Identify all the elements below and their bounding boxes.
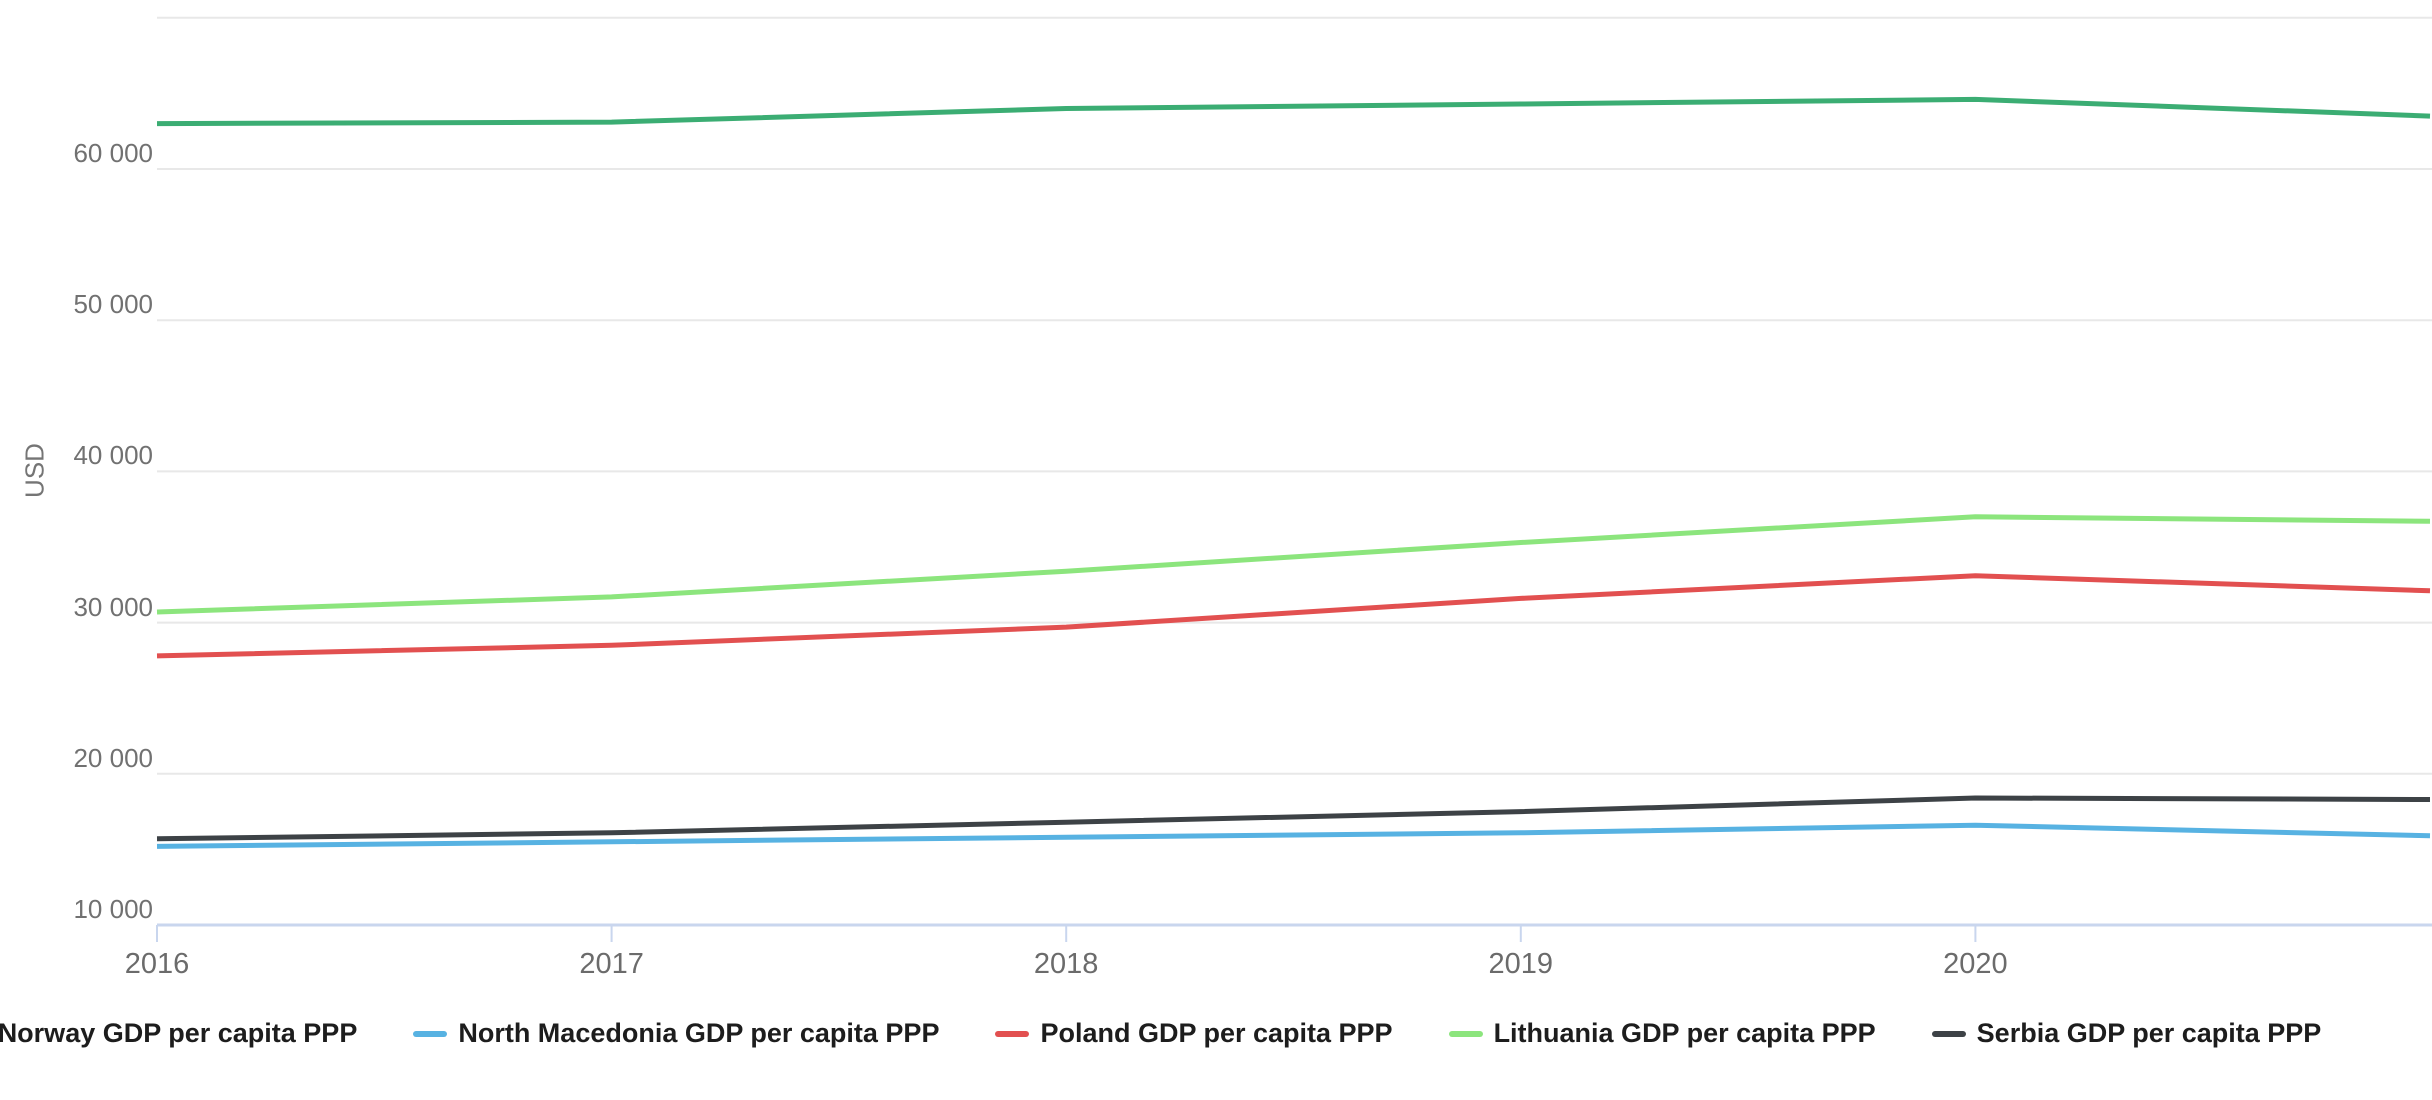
x-tick-label: 2017: [579, 948, 644, 980]
series-line-0[interactable]: [156, 96, 2431, 127]
legend-swatch-icon: [413, 1030, 448, 1037]
legend-label: Serbia GDP per capita PPP: [1976, 1018, 2322, 1048]
y-tick-label: 60 000: [73, 138, 153, 168]
series-line-2[interactable]: [156, 573, 2431, 659]
y-tick-label: 50 000: [73, 289, 153, 320]
y-axis-title: USD: [19, 443, 50, 498]
series-line-1[interactable]: [156, 822, 2431, 849]
legend-item-3[interactable]: Lithuania GDP per capita PPP: [1448, 1018, 1876, 1049]
legend-swatch-icon: [995, 1030, 1030, 1037]
series-line-4[interactable]: [156, 795, 2431, 842]
legend-label: Poland GDP per capita PPP: [1040, 1018, 1393, 1048]
x-tick-label: 2020: [1943, 948, 2008, 980]
legend-label: North Macedonia GDP per capita PPP: [458, 1018, 940, 1048]
x-tick-label: 2018: [1033, 948, 1099, 980]
series-line-3[interactable]: [156, 514, 2431, 615]
legend-item-4[interactable]: Serbia GDP per capita PPP: [1931, 1018, 2322, 1049]
x-tick-label: 2016: [124, 948, 190, 980]
y-tick-label: 20 000: [73, 742, 153, 773]
legend-item-2[interactable]: Poland GDP per capita PPP: [995, 1018, 1393, 1049]
y-tick-label: 30 000: [73, 591, 153, 622]
legend-item-1[interactable]: North Macedonia GDP per capita PPP: [413, 1018, 939, 1049]
legend-label: Norway GDP per capita PPP: [0, 1018, 358, 1048]
legend-swatch-icon: [1931, 1030, 1966, 1037]
legend-label: Lithuania GDP per capita PPP: [1493, 1018, 1876, 1048]
x-tick-label: 2019: [1488, 948, 1554, 980]
legend-swatch-icon: [1448, 1030, 1483, 1037]
legend: Norway GDP per capita PPP North Macedonia…: [0, 1018, 2432, 1049]
legend-item-0[interactable]: Norway GDP per capita PPP: [0, 1018, 357, 1049]
y-tick-label: 40 000: [73, 440, 153, 471]
y-tick-label: 10 000: [73, 894, 153, 924]
